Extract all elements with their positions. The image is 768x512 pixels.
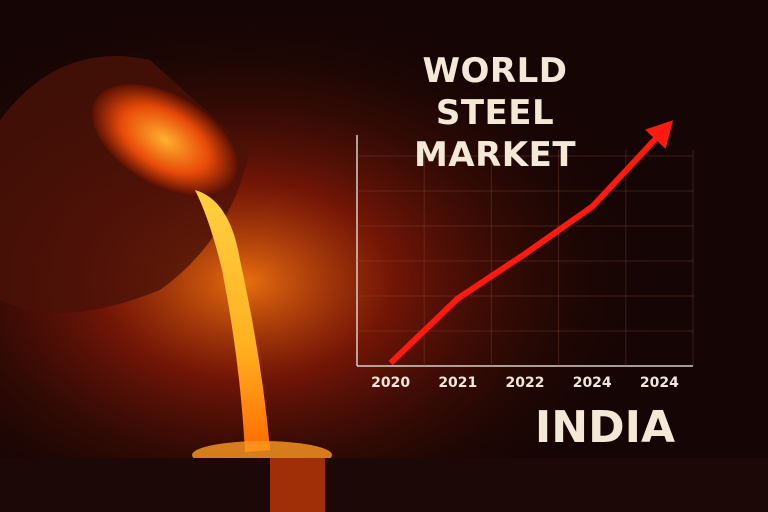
arrow-head — [645, 120, 674, 149]
floor — [0, 458, 768, 512]
chart-title: WORLD STEEL MARKET — [413, 51, 577, 175]
x-tick-label: 2020 — [371, 375, 410, 391]
plot — [356, 135, 693, 367]
ladle-rim — [92, 84, 238, 196]
molten-stream — [195, 190, 270, 452]
x-tick-label: 2022 — [506, 375, 545, 391]
line — [388, 132, 662, 366]
x-tick-label: 2021 — [438, 375, 477, 391]
x-tick-label: 2024 — [640, 375, 679, 391]
x-tick-label: 2024 — [573, 375, 612, 391]
annotation: INDIA — [534, 402, 676, 453]
molten-pool — [270, 458, 325, 512]
